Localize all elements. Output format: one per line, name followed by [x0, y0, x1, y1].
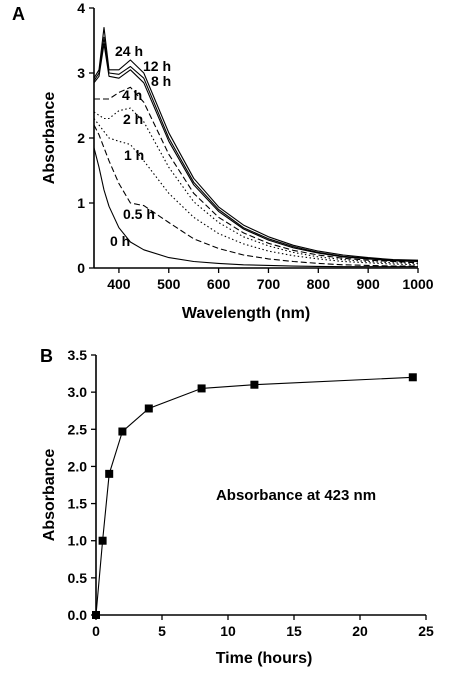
series-line-0-5-h [93, 124, 418, 267]
panel-b-y-tick-label: 3.5 [68, 347, 88, 363]
panel-a-x-ticks: 400 500 600 700 800 900 1000 [107, 268, 434, 292]
panel-a-x-tick-label: 600 [207, 276, 231, 292]
series-line-1-h [93, 118, 419, 266]
panel-b-x-label: Time (hours) [216, 650, 313, 667]
curve-label-0-5h: 0.5 h [123, 206, 155, 222]
panel-b-x-tick-label: 5 [158, 623, 166, 639]
curve-label-1h: 1 h [124, 147, 144, 163]
panel-a-y-tick-label: 4 [77, 0, 85, 16]
panel-b-x-tick-label: 10 [220, 623, 236, 639]
panel-b-y-tick-label: 3.0 [68, 384, 88, 400]
panel-b-annotation: Absorbance at 423 nm [216, 487, 376, 504]
panel-a-x-label: Wavelength (nm) [182, 305, 310, 322]
panel-a-y-label: Absorbance [41, 92, 58, 185]
curve-label-24h: 24 h [115, 43, 143, 59]
data-point-marker [250, 380, 259, 389]
data-point-marker [197, 384, 206, 393]
panel-b-y-tick-label: 2.5 [68, 421, 88, 437]
panel-a: A 0 1 2 3 4 400 500 600 700 800 900 1000 Wavelengt… [12, 0, 434, 322]
panel-b-x-tick-label: 25 [418, 623, 434, 639]
panel-a-x-tick-label: 1000 [402, 276, 433, 292]
curve-label-4h: 4 h [122, 87, 142, 103]
panel-b-y-tick-label: 0.5 [68, 570, 88, 586]
panel-b-series [92, 373, 417, 619]
panel-a-x-tick-label: 800 [307, 276, 331, 292]
panel-b-x-ticks: 0 5 10 15 20 25 [92, 615, 434, 639]
series-line-2-h [93, 107, 419, 264]
panel-b-x-tick-label: 20 [352, 623, 368, 639]
panel-a-y-tick-label: 3 [77, 65, 85, 81]
panel-a-x-tick-label: 500 [157, 276, 181, 292]
curve-label-0h: 0 h [110, 233, 130, 249]
panel-b-y-tick-label: 1.5 [68, 496, 88, 512]
panel-a-y-ticks: 0 1 2 3 4 [77, 0, 94, 276]
absorbance-time-line [95, 376, 413, 616]
panel-a-series [93, 26, 419, 268]
curve-label-8h: 8 h [151, 73, 171, 89]
curve-label-2h: 2 h [123, 111, 143, 127]
panel-a-x-tick-label: 400 [107, 276, 131, 292]
data-point-marker [98, 536, 107, 545]
panel-b: B 0.0 0.5 1.0 1.5 2.0 2.5 3.0 3.5 0 5 10 15 20 25 Ab… [40, 346, 434, 667]
series-line-24-h [93, 26, 419, 261]
panel-b-x-tick-label: 0 [92, 623, 100, 639]
panel-b-y-ticks: 0.0 0.5 1.0 1.5 2.0 2.5 3.0 3.5 [68, 347, 96, 623]
data-point-marker [118, 427, 127, 436]
panel-b-letter: B [40, 346, 53, 366]
series-line-0-h [93, 147, 418, 268]
panel-a-y-tick-label: 1 [77, 195, 85, 211]
panel-b-x-tick-label: 15 [286, 623, 302, 639]
data-point-marker [92, 611, 100, 619]
panel-a-letter: A [12, 4, 25, 24]
data-point-marker [144, 404, 153, 413]
panel-a-y-tick-label: 0 [77, 260, 85, 276]
panel-b-y-tick-label: 2.0 [68, 458, 88, 474]
panel-a-x-tick-label: 900 [356, 276, 380, 292]
panel-b-y-tick-label: 1.0 [68, 533, 88, 549]
panel-b-y-tick-label: 0.0 [68, 607, 88, 623]
curve-label-12h: 12 h [143, 58, 171, 74]
data-point-marker [408, 373, 417, 382]
panel-b-y-label: Absorbance [41, 449, 58, 542]
panel-a-y-tick-label: 2 [77, 130, 85, 146]
series-line-4-h [94, 86, 419, 264]
data-point-marker [105, 469, 114, 478]
panel-a-x-tick-label: 700 [257, 276, 281, 292]
